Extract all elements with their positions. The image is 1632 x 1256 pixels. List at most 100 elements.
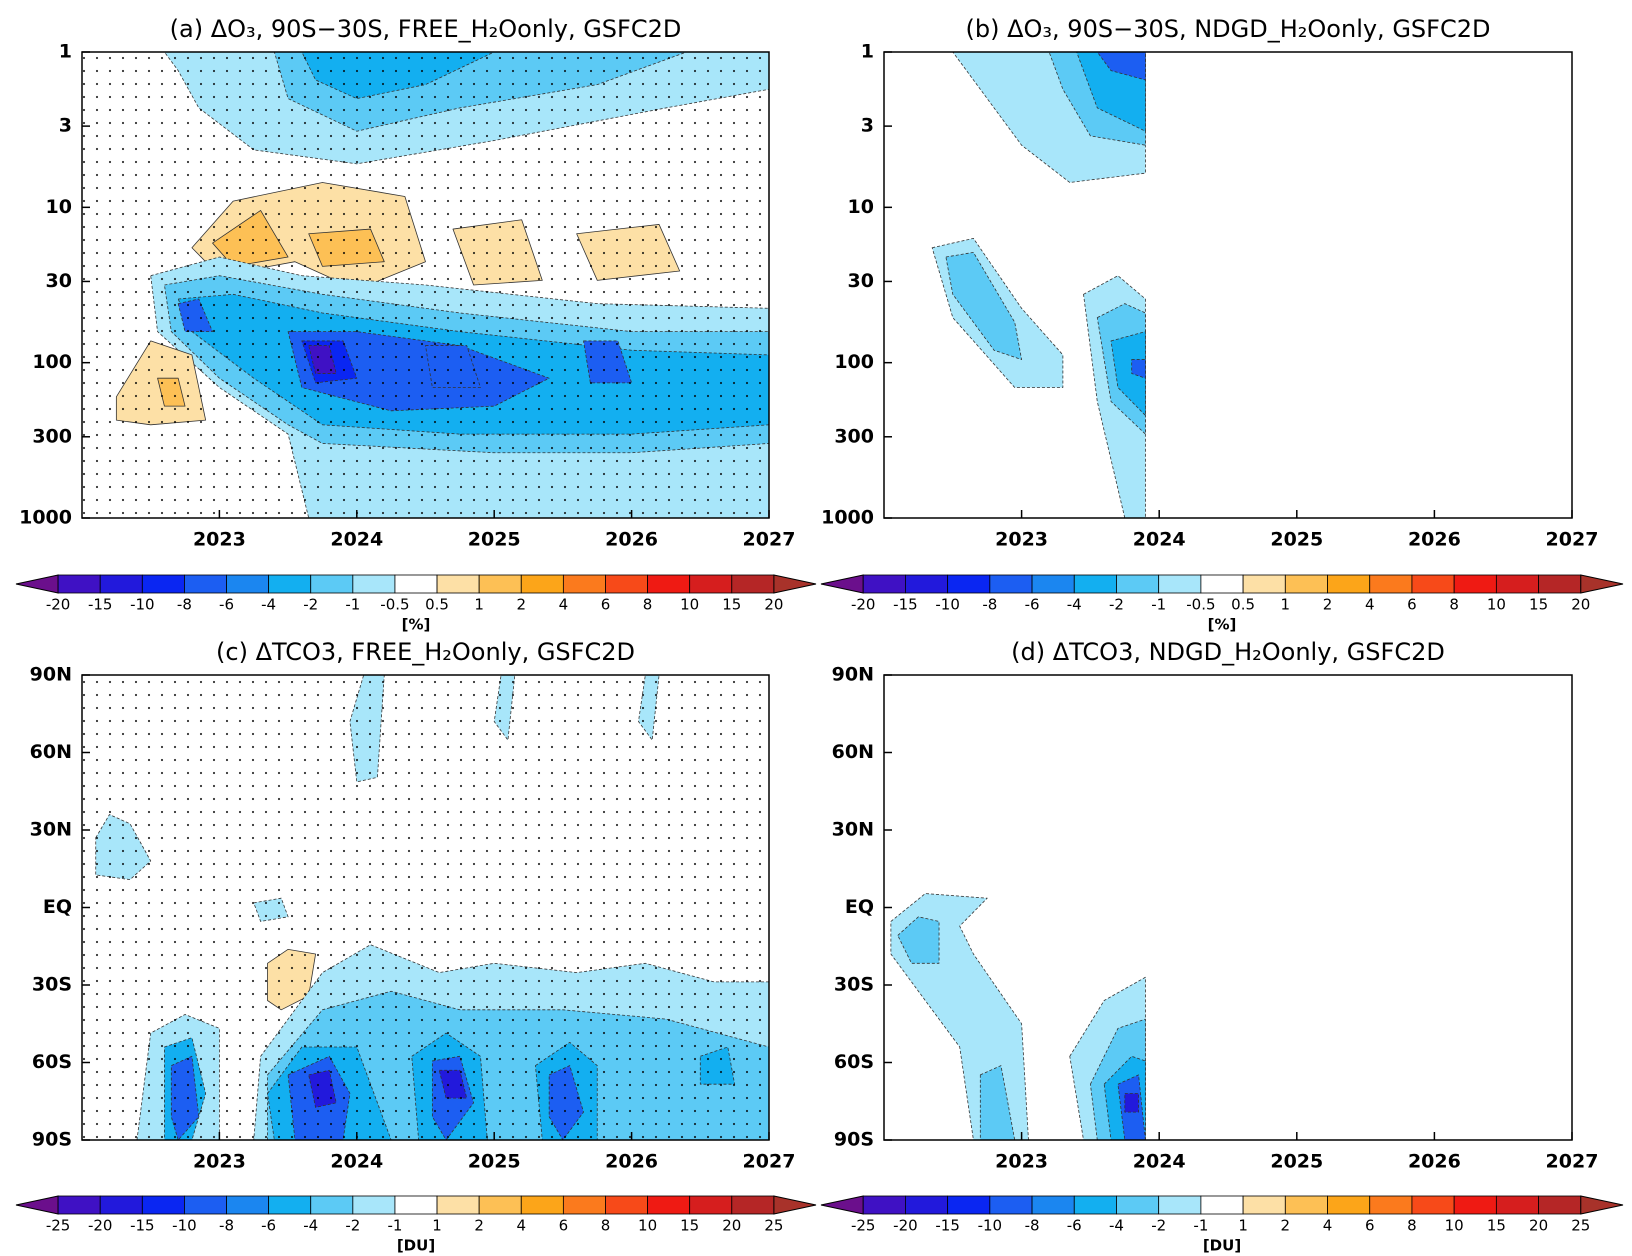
colorbar-label: 1 [474, 596, 484, 614]
colorbar-label: 2 [474, 1217, 484, 1235]
colorbar-label: -20 [851, 596, 876, 614]
contour-region [1124, 1093, 1139, 1113]
colorbar-label: 10 [1487, 596, 1506, 614]
colorbar-box [310, 574, 354, 594]
colorbar-box [731, 574, 775, 594]
colorbar-box [1538, 574, 1582, 594]
colorbar-box [184, 1195, 227, 1215]
y-tick-label: 1 [59, 41, 72, 63]
colorbar-label: 1 [1281, 596, 1291, 614]
colorbar-label: -6 [1025, 596, 1040, 614]
colorbar-box [352, 1195, 396, 1215]
colorbar-box [520, 574, 564, 594]
colorbar-box [562, 574, 606, 594]
colorbar-box [1327, 574, 1371, 594]
y-tick-label: 60N [832, 741, 874, 763]
colorbar-box [1327, 1195, 1371, 1215]
contour-field [82, 52, 769, 518]
plot-frame [883, 51, 1573, 519]
colorbar-box [905, 1195, 949, 1215]
colorbar-label: 15 [1529, 596, 1548, 614]
colorbar-label: 10 [680, 596, 699, 614]
colorbar-label: -0.5 [380, 596, 409, 614]
colorbar-label: -2 [345, 1217, 360, 1235]
colorbar-label: 4 [559, 596, 569, 614]
y-tick-label: EQ [43, 896, 72, 918]
x-tick-label: 2025 [468, 1151, 521, 1173]
y-tick-label: 60S [834, 1051, 874, 1073]
colorbar-arrow [1580, 574, 1624, 594]
colorbar-box [1031, 1195, 1075, 1215]
y-tick-label: 1000 [821, 507, 874, 529]
colorbar-box [1284, 574, 1328, 594]
y-tick-label: 300 [834, 425, 874, 447]
x-tick-label: 2023 [193, 529, 246, 551]
colorbar-label: 0.5 [425, 596, 449, 614]
colorbar-arrow [1580, 1195, 1624, 1215]
colorbar-label: -2 [303, 596, 318, 614]
contour-field [890, 893, 1146, 1140]
colorbar-label: -15 [130, 1217, 155, 1235]
colorbar-box [520, 1195, 564, 1215]
colorbar-label: -4 [1067, 596, 1082, 614]
colorbar-label: 10 [1445, 1217, 1464, 1235]
colorbar-label: -2 [1151, 1217, 1166, 1235]
colorbar-box [1200, 574, 1244, 594]
colorbar-label: 25 [764, 1217, 783, 1235]
colorbar-box [1242, 574, 1286, 594]
colorbar-arrow [773, 1195, 817, 1215]
colorbar-box [99, 574, 143, 594]
colorbar-label: 15 [722, 596, 741, 614]
contour-region [897, 916, 940, 964]
colorbar-box [394, 1195, 438, 1215]
colorbar-label: 8 [643, 596, 653, 614]
y-tick-label: 3 [59, 115, 72, 137]
colorbar-box [394, 574, 438, 594]
y-tick-label: 100 [32, 351, 72, 373]
colorbar-box [268, 1195, 312, 1215]
colorbar-box [141, 1195, 185, 1215]
colorbar-box [1369, 1195, 1413, 1215]
colorbar-label: 25 [1571, 1217, 1590, 1235]
y-tick-label: 30N [30, 819, 72, 841]
contour-region [1131, 359, 1146, 379]
colorbar-box [436, 574, 480, 594]
colorbar-box [1242, 1195, 1286, 1215]
colorbar-label: -20 [46, 596, 71, 614]
colorbar-label: 10 [638, 1217, 657, 1235]
colorbar-label: -6 [219, 596, 234, 614]
colorbar-label: -10 [935, 596, 960, 614]
colorbar-label: 20 [1571, 596, 1590, 614]
y-tick-label: 30S [32, 974, 72, 996]
colorbar-label: -6 [1067, 1217, 1082, 1235]
colorbar-label: -1 [387, 1217, 402, 1235]
colorbar-label: 15 [680, 1217, 699, 1235]
colorbar-box [57, 574, 101, 594]
colorbar-label: 1 [432, 1217, 442, 1235]
colorbar-label: 8 [601, 1217, 611, 1235]
colorbar-label: 0.5 [1231, 596, 1255, 614]
colorbar-label: -0.5 [1186, 596, 1215, 614]
colorbar-label: 2 [1323, 596, 1333, 614]
colorbar-box [478, 1195, 522, 1215]
colorbar-box [1116, 574, 1160, 594]
colorbar-label: 6 [1365, 1217, 1375, 1235]
colorbar-box [268, 574, 312, 594]
panel-title: (b) ΔO₃, 90S−30S, NDGD_H₂Oonly, GSFC2D [966, 15, 1491, 43]
colorbar-label: 4 [1323, 1217, 1333, 1235]
colorbar-arrow [820, 1195, 864, 1215]
y-tick-label: EQ [845, 896, 874, 918]
x-tick-label: 2023 [995, 1151, 1048, 1173]
colorbar-box [862, 1195, 906, 1215]
x-tick-label: 2026 [1408, 529, 1461, 551]
colorbar-label: -15 [935, 1217, 960, 1235]
colorbar-unit: [%] [402, 616, 431, 634]
colorbar-label: -8 [177, 596, 192, 614]
colorbar-label: 6 [1407, 596, 1417, 614]
colorbar-box [605, 1195, 648, 1215]
y-tick-label: 300 [32, 425, 72, 447]
colorbar-label: -4 [303, 1217, 318, 1235]
colorbar-box [1495, 1195, 1539, 1215]
colorbar-box [1200, 1195, 1244, 1215]
